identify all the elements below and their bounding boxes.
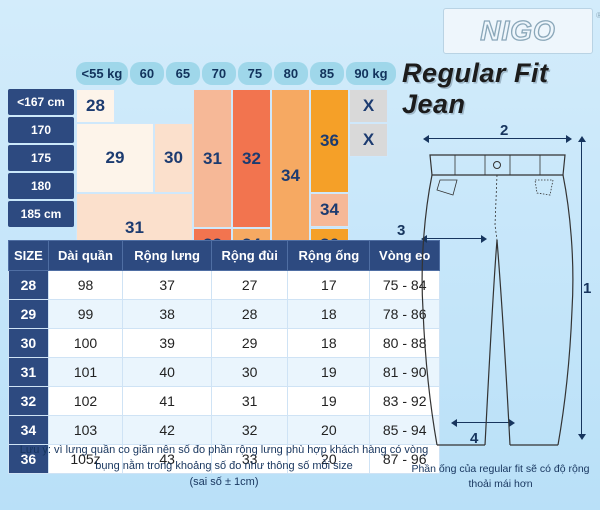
height-label-3: 180 (8, 173, 74, 199)
weight-label-2: 65 (166, 62, 200, 85)
table-header-length: Dài quần (48, 241, 122, 271)
grid-cell-x1: X (349, 89, 388, 123)
weight-label-6: 85 (310, 62, 344, 85)
dimension-arrow-length (581, 138, 582, 438)
dimension-arrow-width-top (425, 138, 570, 139)
page-title: Regular Fit Jean (402, 58, 600, 120)
dimension-label-2: 2 (500, 122, 508, 139)
table-header-hem-width: Rộng ống (288, 241, 370, 271)
dimension-label-3: 3 (397, 222, 405, 239)
weight-label-7: 90 kg (346, 62, 396, 85)
table-header-thigh-width: Rộng đùi (212, 241, 288, 271)
grid-cell-32b: 32 (232, 89, 271, 228)
grid-body: <167 cm 170 175 180 185 cm 28 29 30 31 3… (8, 89, 398, 262)
table-row-32[interactable]: 32 102 41 31 19 83 - 92 (9, 387, 440, 416)
weight-label-1: 60 (130, 62, 164, 85)
grid-cell-36a: 36 (310, 89, 349, 193)
brand-logo: NIGO ® (443, 8, 593, 54)
jean-caption-text: Phần ống của regular fit sẽ có độ rộng t… (408, 462, 593, 491)
jean-diagram: 2 3 1 4 (415, 130, 590, 460)
height-header-col: <167 cm 170 175 180 185 cm (8, 89, 74, 229)
grid-cell-31b: 31 (193, 89, 232, 228)
table-header-row: SIZE Dài quần Rộng lưng Rộng đùi Rộng ốn… (9, 241, 440, 271)
table-header-waist-width: Rộng lưng (123, 241, 212, 271)
weight-label-0: <55 kg (76, 62, 128, 85)
grid-cell-28: 28 (76, 89, 115, 123)
weight-label-3: 70 (202, 62, 236, 85)
size-chart-page: NIGO ® Regular Fit Jean <55 kg 60 65 70 … (0, 0, 600, 510)
size-grid-cells: 28 29 30 31 31 32 32 34 34 36 34 36 X X (76, 89, 398, 262)
grid-cell-34b: 34 (271, 89, 310, 262)
jean-outline-illustration (415, 150, 580, 450)
table-row-34[interactable]: 34 103 42 32 20 85 - 94 (9, 416, 440, 445)
bottom-note-text: Lưu ý: vì lưng quần co giãn nên số đo ph… (8, 443, 440, 491)
grid-cell-29: 29 (76, 123, 154, 193)
height-label-2: 175 (8, 145, 74, 171)
table-row-29[interactable]: 29 99 38 28 18 78 - 86 (9, 300, 440, 329)
weight-label-4: 75 (238, 62, 272, 85)
size-measurement-table: SIZE Dài quần Rộng lưng Rộng đùi Rộng ốn… (8, 240, 440, 474)
height-label-1: 170 (8, 117, 74, 143)
table-header-size: SIZE (9, 241, 49, 271)
weight-header-row: <55 kg 60 65 70 75 80 85 90 kg (76, 62, 398, 85)
grid-cell-30: 30 (154, 123, 193, 193)
grid-cell-34c: 34 (310, 193, 349, 227)
table-row-31[interactable]: 31 101 40 30 19 81 - 90 (9, 358, 440, 387)
table-row-28[interactable]: 28 98 37 27 17 75 - 84 (9, 271, 440, 300)
weight-label-5: 80 (274, 62, 308, 85)
grid-cell-x2: X (349, 123, 388, 157)
table-row-30[interactable]: 30 100 39 29 18 80 - 88 (9, 329, 440, 358)
height-label-4: 185 cm (8, 201, 74, 227)
dimension-label-1: 1 (583, 280, 591, 297)
height-label-0: <167 cm (8, 89, 74, 115)
